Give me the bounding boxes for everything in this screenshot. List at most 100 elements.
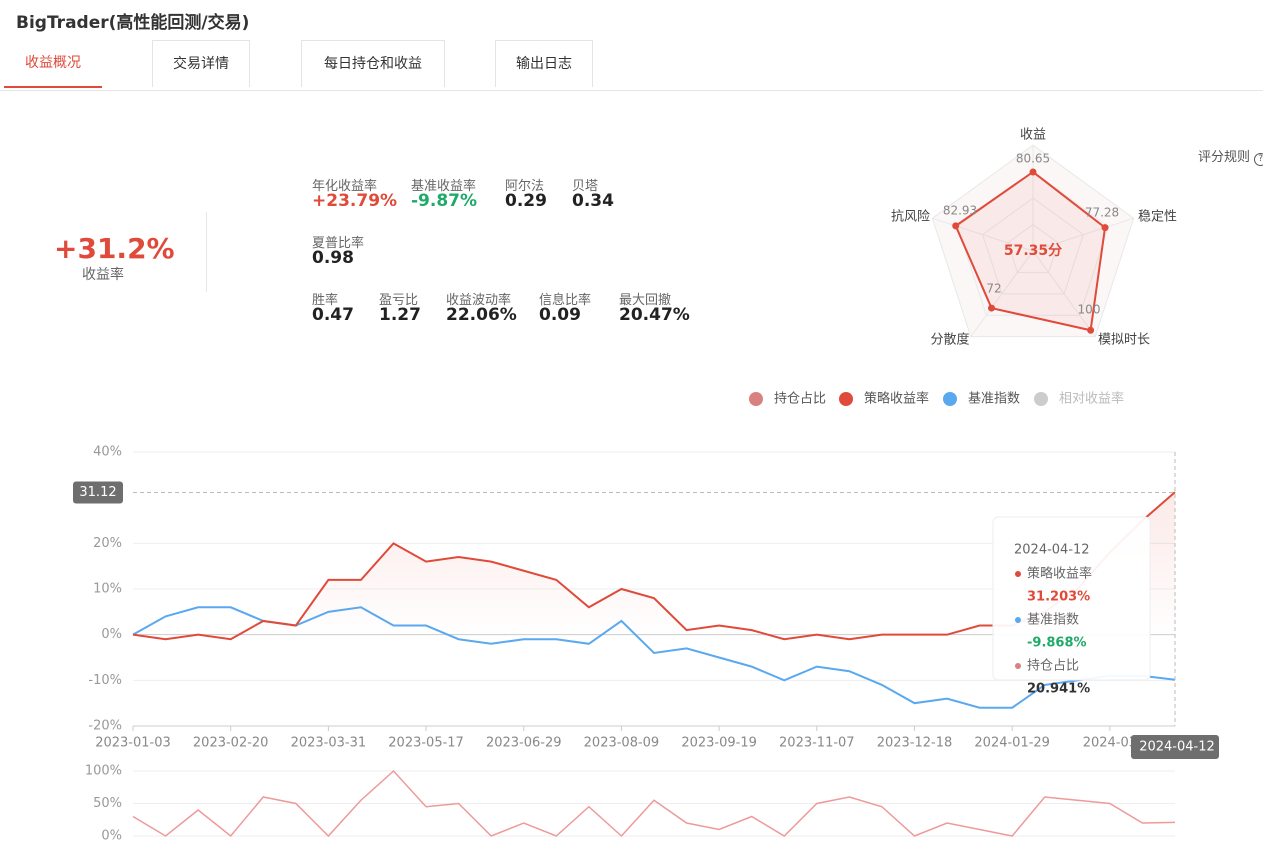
tab[interactable]: 交易详情 xyxy=(152,40,250,87)
tooltip-value: 20.941% xyxy=(1027,682,1090,697)
legend-marker xyxy=(749,392,763,406)
x-tick-label: 2024-03 xyxy=(1083,736,1137,751)
x-tick-label: 2023-02-20 xyxy=(193,736,269,751)
metric-label: 盈亏比 xyxy=(379,293,419,308)
radar-axis-label: 稳定性 xyxy=(1138,209,1177,225)
metric-value: +23.79% xyxy=(312,191,398,211)
x-tick-label: 2023-12-18 xyxy=(877,736,953,751)
crosshair-y-label: 31.12 xyxy=(79,485,116,500)
position-line xyxy=(132,769,1176,838)
radar-point xyxy=(952,222,960,230)
radar-spoke xyxy=(1032,217,1134,252)
tooltip: 2024-04-12 策略收益率 31.203% 基准指数 -9.868% 持仓占比 20.… xyxy=(992,516,1151,697)
radar-ring xyxy=(956,171,1110,316)
tab[interactable]: 每日持仓和收益 xyxy=(301,40,445,87)
radar-point xyxy=(1101,224,1109,232)
x-tick-label: 2023-11-07 xyxy=(779,736,855,751)
help-icon: ? xyxy=(1254,153,1263,166)
y-tick-label: -20% xyxy=(88,719,122,734)
metric-value: 0.29 xyxy=(505,191,547,211)
y-tick-label: 0% xyxy=(101,627,122,642)
x-tick-label: 2023-05-17 xyxy=(388,736,464,751)
radar-point xyxy=(988,304,996,312)
metric-label: 基准收益率 xyxy=(411,179,477,194)
y-tick-label: -10% xyxy=(88,673,122,688)
tooltip-box xyxy=(992,516,1151,681)
x-tick-label: 2023-08-09 xyxy=(584,736,660,751)
radar-ring xyxy=(982,197,1084,295)
radar-value-label: 77.28 xyxy=(1085,206,1119,220)
legend-marker xyxy=(1034,392,1048,406)
radar-point xyxy=(1087,326,1095,334)
crosshair-x-label: 2024-04-12 xyxy=(1139,740,1215,755)
tooltip-name: 基准指数 xyxy=(1027,613,1079,628)
radar-value-label: 72 xyxy=(986,282,1001,296)
divider xyxy=(206,212,207,292)
x-tick-label: 2023-06-29 xyxy=(486,736,562,751)
metric-label: 年化收益率 xyxy=(312,179,378,194)
y-tick-label: 100% xyxy=(85,764,122,779)
y-tick-label: 40% xyxy=(93,445,122,460)
metric-label: 贝塔 xyxy=(572,179,599,194)
legend-label: 持仓占比 xyxy=(774,392,826,407)
y-tick-label: 50% xyxy=(93,796,122,811)
radar-point xyxy=(1029,168,1037,176)
metric-value: 0.47 xyxy=(312,305,354,325)
metric-value: 0.34 xyxy=(572,191,614,211)
tooltip-value: -9.868% xyxy=(1027,636,1087,651)
x-tick-label: 2023-03-31 xyxy=(291,736,367,751)
crosshair-y-box xyxy=(73,481,123,504)
tooltip-marker xyxy=(1015,571,1021,577)
tooltip-value: 31.203% xyxy=(1027,590,1090,605)
radar-value-label: 80.65 xyxy=(1016,152,1050,166)
x-tick-label: 2023-01-03 xyxy=(95,736,171,751)
metric-value: 22.06% xyxy=(446,305,517,325)
radar-axis-label: 抗风险 xyxy=(891,210,930,225)
legend-label: 策略收益率 xyxy=(864,391,929,407)
legend-marker xyxy=(839,392,853,406)
summary-label: 收益率 xyxy=(82,267,124,283)
metric-value: 0.98 xyxy=(312,248,354,268)
radar-spoke xyxy=(970,250,1034,337)
tooltip-marker xyxy=(1015,617,1021,623)
crosshair-x-box xyxy=(1131,735,1219,759)
tooltip-name: 策略收益率 xyxy=(1027,566,1092,582)
x-tick-label: 2024-01-29 xyxy=(974,736,1050,751)
line-series xyxy=(132,606,1176,709)
metric-value: 0.09 xyxy=(539,305,581,325)
legend-label: 基准指数 xyxy=(968,392,1020,407)
metric-label: 收益波动率 xyxy=(446,293,512,308)
legend-label: 相对收益率 xyxy=(1059,391,1124,407)
tooltip-name: 持仓占比 xyxy=(1027,659,1079,674)
metric-label: 胜率 xyxy=(312,293,339,308)
y-tick-label: 0% xyxy=(101,829,122,844)
radar-ring xyxy=(1007,223,1059,273)
radar-area xyxy=(954,170,1107,332)
radar-axis-label: 模拟时长 xyxy=(1098,333,1150,348)
metric-value: -9.87% xyxy=(411,191,478,211)
tab[interactable]: 输出日志 xyxy=(495,40,593,87)
tab-divider xyxy=(0,90,1263,91)
radar-value-label: 82.93 xyxy=(943,204,977,218)
score-rule[interactable]: 评分规则 ? xyxy=(1198,146,1263,166)
app-title: BigTrader(高性能回测/交易) xyxy=(16,13,250,33)
radar-spoke xyxy=(1032,250,1096,337)
radar-spoke xyxy=(932,217,1034,252)
metric-label: 信息比率 xyxy=(539,293,592,308)
x-tick-label: 2023-09-19 xyxy=(681,736,757,751)
metric-value: 20.47% xyxy=(619,305,690,325)
summary-value: +31.2% xyxy=(54,232,175,265)
metric-value: 1.27 xyxy=(379,305,421,325)
area xyxy=(133,492,1175,640)
metric-label: 夏普比率 xyxy=(312,236,365,251)
tooltip-marker xyxy=(1015,663,1021,669)
radar-score: 57.35分 xyxy=(1004,243,1062,259)
tooltip-date: 2024-04-12 xyxy=(1014,543,1090,558)
score-rule-text: 评分规则 xyxy=(1198,150,1251,165)
y-tick-label: 10% xyxy=(93,582,122,597)
tab[interactable]: 收益概况 xyxy=(4,40,102,88)
radar-axis-label: 收益 xyxy=(1020,128,1046,143)
radar-axis-label: 分散度 xyxy=(930,332,969,348)
